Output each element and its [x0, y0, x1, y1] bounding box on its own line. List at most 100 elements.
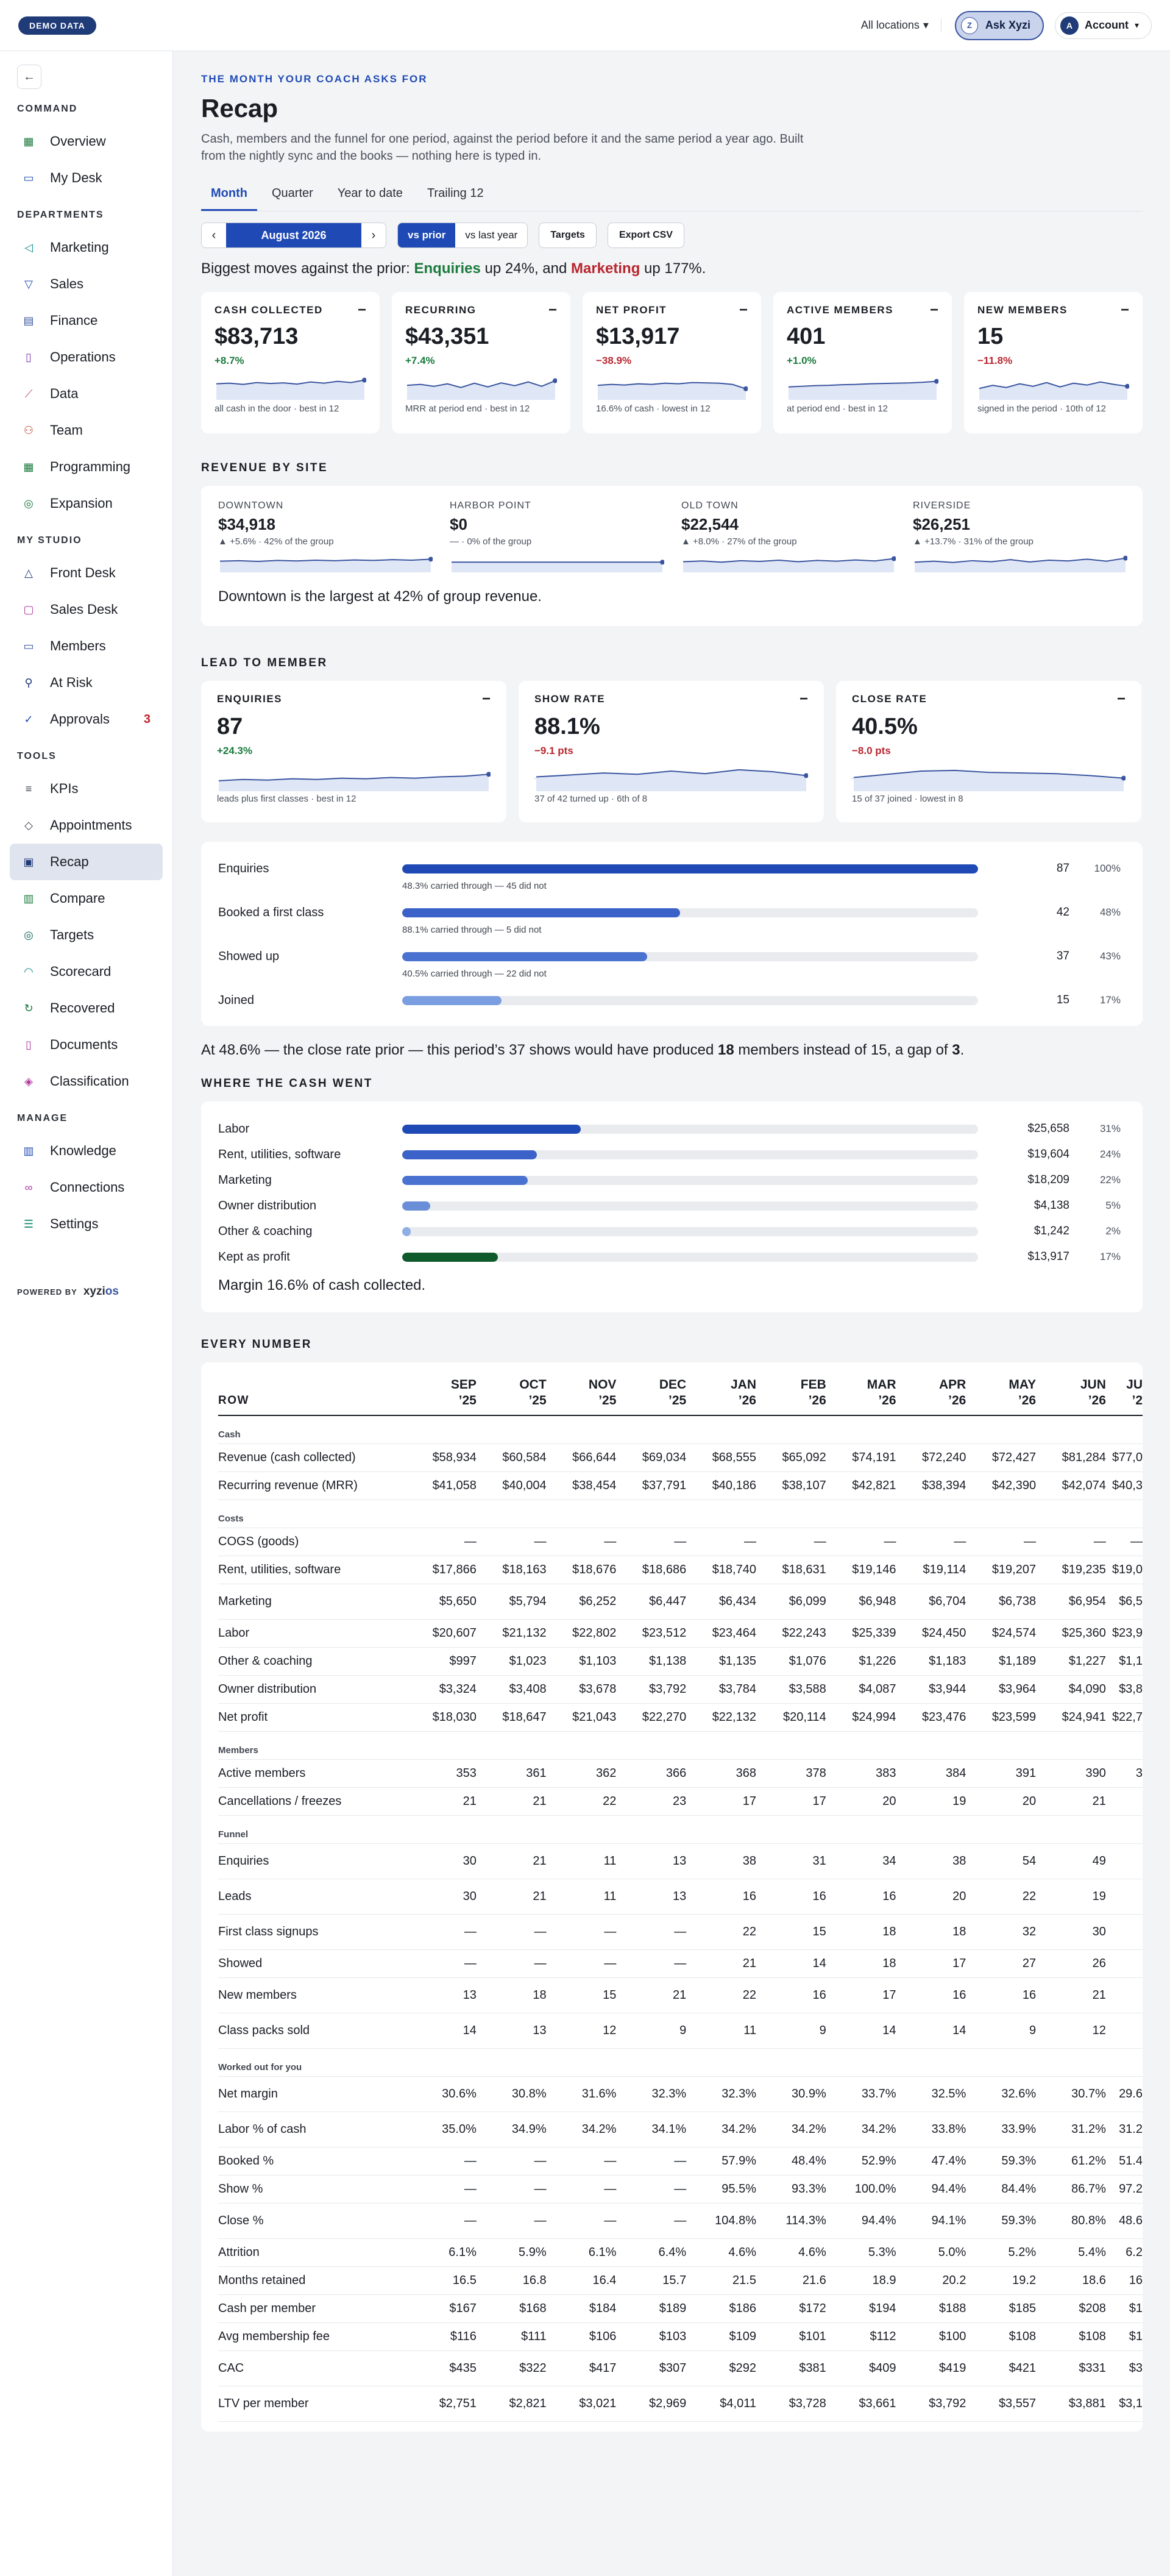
- kpi-card-active-members[interactable]: ACTIVE MEMBERS − 401 +1.0% at period end · b…: [773, 292, 952, 433]
- collapse-icon[interactable]: −: [799, 691, 808, 707]
- sidebar-item-documents[interactable]: ▯ Documents: [10, 1026, 163, 1063]
- table-cell: 16: [756, 1977, 826, 2013]
- cash-label: Other & coaching: [218, 1224, 313, 1238]
- sidebar-item-recap[interactable]: ▣ Recap: [10, 844, 163, 880]
- sidebar-item-members[interactable]: ▭ Members: [10, 628, 163, 664]
- table-cell: $1,138: [616, 1647, 687, 1676]
- collapse-icon[interactable]: −: [929, 302, 938, 318]
- collapse-icon[interactable]: −: [1120, 302, 1129, 318]
- table-cell: —: [546, 1949, 617, 1978]
- tab-quarter[interactable]: Quarter: [271, 187, 313, 200]
- sidebar-item-team[interactable]: ⚇ Team: [10, 412, 163, 449]
- sidebar-item-connections[interactable]: ∞ Connections: [10, 1169, 163, 1206]
- collapse-icon[interactable]: −: [481, 691, 491, 707]
- account-button[interactable]: A Account ▾: [1054, 12, 1152, 39]
- lead-footnote: 15 of 37 joined · lowest in 8: [852, 794, 963, 804]
- powered-by-label: POWERED BY: [17, 1287, 77, 1297]
- sidebar-item-approvals[interactable]: ✓ Approvals 3: [10, 701, 163, 738]
- next-period-button[interactable]: ›: [361, 223, 386, 247]
- kpi-card-new-members[interactable]: NEW MEMBERS − 15 −11.8% signed in the period…: [964, 292, 1143, 433]
- triangle-icon: △: [24, 566, 33, 579]
- sidebar-item-classification[interactable]: ◈ Classification: [10, 1063, 163, 1100]
- kpi-card-recurring[interactable]: RECURRING − $43,351 +7.4% MRR at period end …: [392, 292, 570, 433]
- bar-chart-icon: ▥: [23, 892, 34, 905]
- table-cell: $3,784: [686, 1675, 756, 1704]
- sidebar-item-marketing[interactable]: ◁ Marketing: [10, 229, 163, 266]
- collapse-icon[interactable]: −: [739, 302, 748, 318]
- sidebar-item-label: Classification: [50, 1073, 129, 1089]
- sidebar-item-scorecard[interactable]: ◠ Scorecard: [10, 953, 163, 990]
- collapse-icon[interactable]: −: [548, 302, 557, 318]
- collapse-icon[interactable]: −: [1116, 691, 1126, 707]
- sparkline-area: [683, 558, 894, 572]
- table-cell: 51.4: [1105, 2147, 1143, 2176]
- sidebar-item-at-risk[interactable]: ⚲ At Risk: [10, 664, 163, 701]
- ask-xyzi-button[interactable]: Z Ask Xyzi: [954, 10, 1044, 40]
- tab-month[interactable]: Month: [201, 180, 257, 211]
- table-cell: $23,512: [616, 1619, 687, 1648]
- table-cell: 38: [896, 1843, 966, 1879]
- sidebar-item-settings[interactable]: ☰ Settings: [10, 1206, 163, 1242]
- sidebar-item-my-desk[interactable]: ▭ My Desk: [10, 160, 163, 196]
- sidebar-item-appointments[interactable]: ◇ Appointments: [10, 807, 163, 844]
- sidebar-item-label: Sales: [50, 276, 84, 291]
- collapse-sidebar-button[interactable]: ←: [17, 65, 41, 89]
- sidebar-item-knowledge[interactable]: ▥ Knowledge: [10, 1133, 163, 1169]
- tab-trailing-12[interactable]: Trailing 12: [427, 187, 484, 200]
- compass-icon: ◎: [24, 497, 34, 510]
- locations-select[interactable]: All locations ▾: [849, 19, 941, 32]
- row-label: LTV per member: [218, 2386, 407, 2422]
- kpi-footnote: all cash in the door · best in 12: [214, 404, 339, 414]
- funnel-label: Enquiries: [218, 861, 269, 875]
- table-row: Leads 30 21 11 13 16 16 16 20 22 19: [218, 1879, 1143, 1915]
- carry-through-note: 48.3% carried through — 45 did not: [402, 881, 547, 891]
- table-cell: $41,058: [406, 1471, 477, 1500]
- table-cell: $24,994: [826, 1703, 896, 1732]
- kpi-label: NEW MEMBERS: [977, 304, 1068, 316]
- locations-label: All locations: [860, 19, 920, 31]
- lead-card-enquiries[interactable]: ENQUIRIES − 87 +24.3% leads plus first class…: [201, 681, 506, 822]
- sidebar-item-finance[interactable]: ▤ Finance: [10, 302, 163, 339]
- tab-year-to-date[interactable]: Year to date: [337, 187, 403, 200]
- link-icon: ∞: [24, 1181, 33, 1194]
- targets-button[interactable]: Targets: [539, 222, 597, 248]
- sidebar-item-kpis[interactable]: ≡ KPIs: [10, 770, 163, 807]
- kpi-card-net-profit[interactable]: NET PROFIT − $13,917 −38.9% 16.6% of cash · …: [583, 292, 761, 433]
- sidebar-item-label: Finance: [50, 313, 98, 328]
- inbox-icon: ▭: [23, 171, 34, 184]
- kpi-card-cash-collected[interactable]: CASH COLLECTED − $83,713 +8.7% all cash in t…: [201, 292, 380, 433]
- vs-last-year-button[interactable]: vs last year: [455, 223, 528, 247]
- sidebar-item-compare[interactable]: ▥ Compare: [10, 880, 163, 917]
- sidebar-item-data[interactable]: ⟋ Data: [10, 375, 163, 412]
- export-csv-button[interactable]: Export CSV: [607, 222, 684, 248]
- table-cell: $103: [616, 2322, 687, 2351]
- sidebar-item-overview[interactable]: ▦ Overview: [10, 123, 163, 160]
- table-cell: —: [476, 1914, 547, 1950]
- sidebar-item-programming[interactable]: ▦ Programming: [10, 449, 163, 485]
- table-cell: $3,728: [756, 2386, 826, 2422]
- site-note: Downtown is the largest at 42% of group …: [218, 588, 542, 605]
- row-label: Labor: [218, 1619, 407, 1648]
- vs-prior-button[interactable]: vs prior: [398, 223, 456, 247]
- sidebar-item-operations[interactable]: ▯ Operations: [10, 339, 163, 375]
- sidebar-item-sales-desk[interactable]: ▢ Sales Desk: [10, 591, 163, 628]
- table-cell: —: [476, 2203, 547, 2239]
- lead-card-close-rate[interactable]: CLOSE RATE − 40.5% −8.0 pts 15 of 37 joined …: [836, 681, 1141, 822]
- sidebar-item-sales[interactable]: ▽ Sales: [10, 266, 163, 302]
- current-period[interactable]: August 2026: [226, 223, 361, 247]
- sidebar-item-targets[interactable]: ◎ Targets: [10, 917, 163, 953]
- lead-card-show-rate[interactable]: SHOW RATE − 88.1% −9.1 pts 37 of 42 turned u…: [519, 681, 824, 822]
- collapse-icon[interactable]: −: [357, 302, 366, 318]
- prev-period-button[interactable]: ‹: [202, 223, 226, 247]
- sidebar-item-recovered[interactable]: ↻ Recovered: [10, 990, 163, 1026]
- table-cell: [1105, 1914, 1143, 1950]
- sparkline-area: [536, 769, 806, 791]
- sidebar-item-expansion[interactable]: ◎ Expansion: [10, 485, 163, 522]
- group-label: Funnel: [218, 1815, 1143, 1844]
- tag-icon: ◈: [24, 1075, 33, 1087]
- sparkline: [219, 557, 433, 572]
- sidebar-item-front-desk[interactable]: △ Front Desk: [10, 555, 163, 591]
- every-number-card: ROW SEP ’25 OCT ’25 NOV ’25 DEC ’25 JAN ’26 FEB ’26 M…: [201, 1362, 1143, 2432]
- table-cell: $997: [406, 1647, 477, 1676]
- avatar: A: [1060, 16, 1079, 35]
